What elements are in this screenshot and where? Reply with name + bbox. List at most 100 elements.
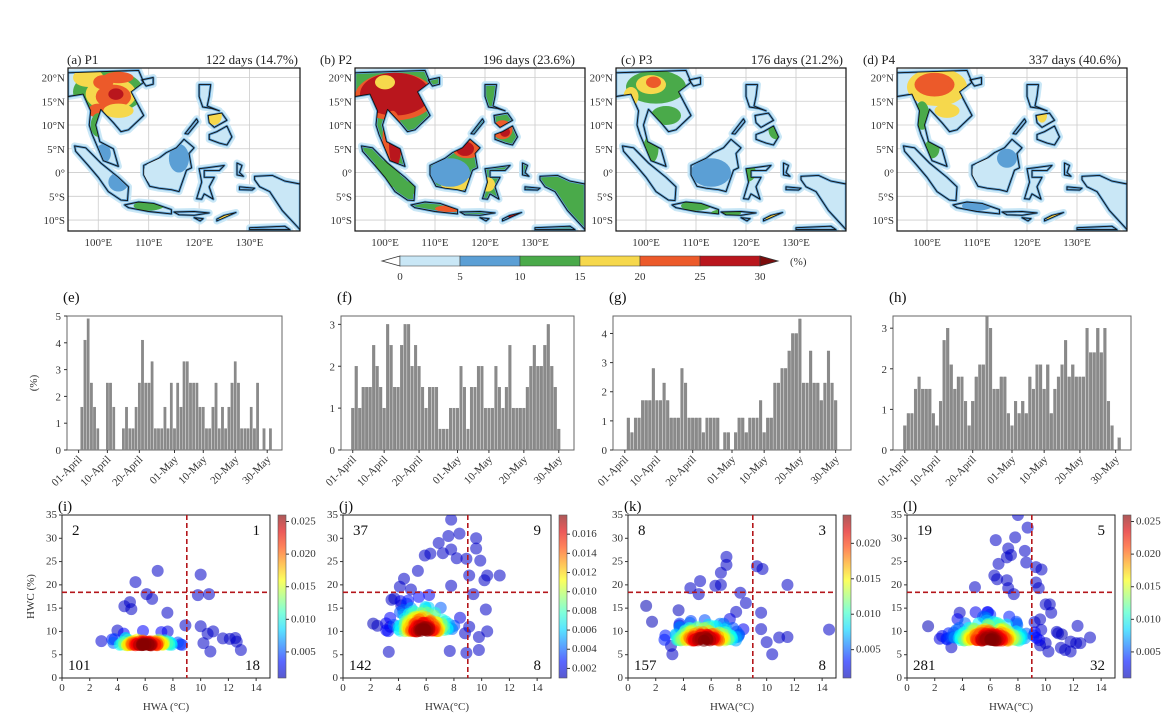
scatter-point: [709, 630, 722, 643]
bar: [780, 368, 784, 451]
y-tick-label: 25: [891, 556, 903, 568]
scatter-point: [136, 637, 149, 650]
scatter-point: [954, 629, 967, 642]
scatter-point: [424, 614, 437, 627]
bar: [466, 428, 470, 451]
hotspot-blob: [997, 148, 1017, 168]
x-tick-label: 01-May: [705, 453, 738, 486]
scatter-point: [421, 606, 434, 619]
scatter-point: [724, 629, 737, 642]
scatter-point: [960, 629, 973, 642]
scatter-point: [987, 632, 1000, 645]
panel-label: (i): [58, 499, 72, 515]
scatter-point: [138, 635, 151, 648]
x-tick-label: 20-May: [773, 453, 806, 486]
scatter-point: [411, 564, 424, 577]
scatter-point: [402, 617, 415, 630]
colorbar-tick-label: 0.010: [572, 586, 597, 598]
bar: [109, 382, 112, 451]
scatter-point: [371, 619, 384, 632]
x-tick-label: 01-April: [876, 454, 911, 489]
scatter-point: [429, 606, 442, 619]
bar: [801, 382, 806, 451]
y-tick-label: 10°S: [43, 215, 65, 227]
x-tick-label: 10-May: [737, 453, 770, 486]
scatter-point: [1028, 616, 1041, 629]
scatter-point: [126, 637, 139, 650]
scatter-point: [1001, 628, 1014, 641]
y-tick-label: 15: [891, 602, 903, 614]
bar: [173, 428, 176, 451]
scatter-point: [726, 633, 739, 646]
y-tick-label: 0°: [55, 168, 65, 180]
coastline-luzon: [198, 84, 220, 112]
scatter-point: [781, 578, 794, 591]
scatter-point: [128, 636, 141, 649]
points-group: [922, 515, 1097, 658]
y-tick-label: 15°N: [871, 96, 894, 108]
scatter-point: [398, 619, 411, 632]
scatter-point: [410, 620, 423, 633]
y-tick-label: 0: [897, 672, 903, 684]
scatter-point: [402, 624, 415, 637]
scatter-point: [393, 580, 406, 593]
scatter-point: [672, 632, 685, 645]
bar: [1010, 425, 1014, 451]
y-tick-label: 15: [612, 602, 624, 614]
scatter-point: [398, 572, 411, 585]
scatter-point: [418, 621, 431, 634]
scatter-point: [407, 618, 420, 631]
scatter-point: [718, 626, 731, 639]
scatter-point: [683, 625, 696, 638]
bar: [192, 382, 196, 451]
bar: [494, 366, 498, 451]
scatter-point: [973, 628, 986, 641]
y-tick-label: 0: [333, 672, 339, 684]
scatter-point: [1029, 561, 1042, 574]
scatter-point: [970, 633, 983, 646]
colorbar-tick-label: 0.010: [856, 608, 881, 620]
y-tick-label: 0°: [884, 168, 894, 180]
quadrant-count-bottom-right: 8: [819, 658, 827, 674]
scatter-point: [973, 628, 986, 641]
x-axis-label: HWA(°C): [989, 701, 1033, 713]
bar: [424, 407, 428, 451]
bar: [459, 366, 463, 451]
coastline-sumba: [479, 217, 490, 222]
y-tick-label: 15°N: [329, 96, 352, 108]
bar: [249, 406, 253, 451]
scatter-point: [384, 611, 397, 624]
scatter-point: [679, 624, 692, 637]
scatter-point: [141, 636, 154, 649]
bar: [214, 382, 218, 451]
scatter-point: [723, 633, 736, 646]
scatter-point: [423, 620, 436, 633]
map-b: 20°N 15°N 10°N 5°N 0° 5°S 10°S 100°E 110°E 120°E 1…: [329, 67, 586, 249]
bar: [208, 428, 212, 451]
bar: [759, 400, 763, 451]
bar: [928, 388, 932, 451]
scatter-point: [402, 621, 415, 634]
scatter-point: [1014, 631, 1027, 644]
bar: [766, 417, 770, 451]
scatter-point: [996, 633, 1009, 646]
scatter-point: [145, 638, 158, 651]
bar: [442, 428, 446, 451]
scatter-point: [936, 630, 949, 643]
scatter-point: [980, 631, 993, 644]
scatter-point: [978, 627, 991, 640]
scatter-point: [983, 628, 996, 641]
scatter-point: [161, 606, 174, 619]
scatter-point: [692, 632, 705, 645]
y-tick-label: 1: [882, 404, 888, 416]
scatter-point: [989, 534, 1002, 547]
scatter-point: [467, 588, 480, 601]
scatter-point: [781, 631, 794, 644]
coastline-png_south: [795, 225, 837, 231]
scatter-point: [428, 609, 441, 622]
scatter-point: [230, 635, 243, 648]
bar: [141, 339, 144, 451]
scatter-point: [1008, 632, 1021, 645]
scatter-point: [682, 631, 695, 644]
scatter-point: [1018, 544, 1031, 557]
